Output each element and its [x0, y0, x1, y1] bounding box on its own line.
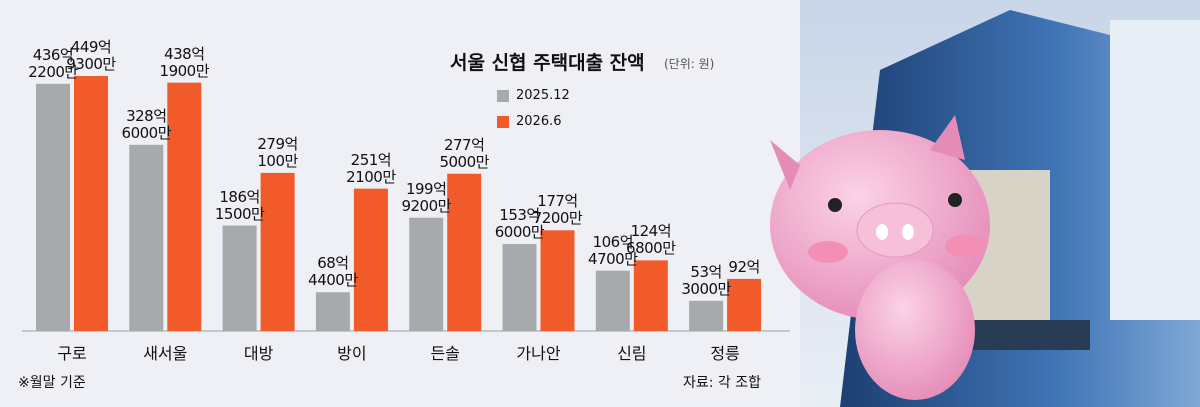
- building-sign: [1110, 20, 1200, 320]
- bar: [129, 144, 164, 331]
- x-tick-label: 대방: [243, 344, 274, 363]
- bar: [727, 278, 762, 331]
- value-label: 186억 1500만: [214, 187, 265, 223]
- bar: [222, 225, 257, 331]
- value-label: 124억 6800만: [626, 222, 676, 258]
- bar: [167, 82, 202, 331]
- x-tick-label: 신림: [617, 344, 647, 363]
- pig-snout: [856, 202, 934, 258]
- pig-nostril: [902, 224, 914, 240]
- bar: [447, 173, 482, 331]
- value-label: 92억: [728, 257, 760, 276]
- bar: [633, 260, 668, 331]
- value-label: 199억 9200만: [401, 179, 451, 215]
- pig-eye: [948, 193, 962, 207]
- pig-body: [855, 260, 975, 400]
- value-label: 449억 9300만: [66, 38, 116, 74]
- bar: [502, 243, 537, 331]
- bar: [540, 230, 575, 331]
- source: 자료: 각 조합: [683, 375, 762, 391]
- bar: [315, 292, 350, 331]
- note: ※월말 기준: [18, 375, 86, 391]
- value-label: 277억 5000만: [439, 135, 489, 171]
- pig-cheek: [808, 241, 848, 263]
- x-tick-label: 방이: [337, 344, 367, 363]
- chart-title: 서울 신협 주택대출 잔액: [450, 52, 645, 74]
- bar: [409, 217, 444, 331]
- value-label: 251억 2100만: [346, 150, 396, 186]
- value-label: 438억 1900만: [159, 44, 210, 80]
- x-tick-label: 구로: [57, 344, 87, 363]
- legend-label: 2025.12: [516, 88, 570, 103]
- x-tick-label: 정릉: [710, 344, 740, 363]
- bar: [36, 83, 70, 331]
- value-label: 68억 4400만: [308, 254, 358, 290]
- pig-eye: [828, 198, 842, 212]
- legend-label: 2026.6: [516, 114, 562, 129]
- value-label: 279억 100만: [257, 134, 298, 170]
- value-label: 153억 6000만: [494, 205, 545, 241]
- entrance: [970, 320, 1090, 350]
- value-label: 328억 6000만: [121, 106, 172, 142]
- bar: [595, 270, 630, 331]
- x-tick-label: 든솔: [430, 344, 460, 363]
- legend-swatch: [497, 116, 509, 128]
- pig-cheek: [945, 235, 985, 257]
- pig-ear: [930, 115, 965, 160]
- x-tick-label: 새서울: [143, 344, 188, 363]
- value-label: 106억 4700만: [588, 232, 638, 268]
- bar: [353, 188, 388, 331]
- bar: [74, 76, 108, 331]
- pig-ear: [770, 140, 800, 190]
- value-label: 53억 3000만: [681, 262, 731, 298]
- bar: [260, 172, 295, 331]
- legend-swatch: [497, 90, 509, 102]
- value-label: 436억 2200만: [28, 45, 78, 81]
- pig-nostril: [876, 224, 888, 240]
- value-label: 177억 7200만: [532, 192, 583, 228]
- chart-subtitle: (단위: 원): [664, 57, 715, 71]
- x-tick-label: 가나안: [516, 344, 561, 363]
- bar: [689, 300, 724, 331]
